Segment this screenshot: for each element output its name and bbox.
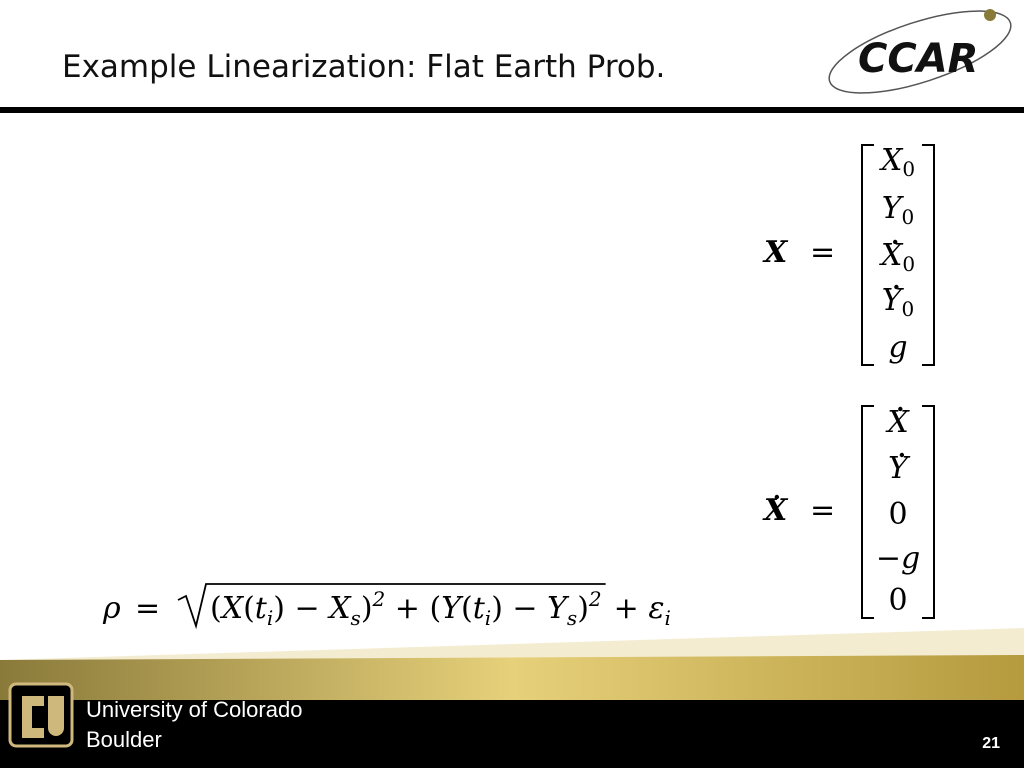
math-token: g [888,330,907,365]
math-run: X [879,238,904,273]
radical-sign [177,583,606,630]
math-run: + [614,591,649,626]
math-token: ) [577,591,589,626]
math-run: t [473,591,486,626]
footer-accent [0,628,1024,665]
cu-logo-mark [22,696,64,738]
math-run: ) − [491,591,547,626]
matrix-entry: Y0 [882,283,915,321]
math-token: + (Y(t [385,591,485,626]
math-run: ) − [273,591,329,626]
math-run: ( [461,591,473,626]
math-token: ) [361,591,373,626]
matrix-entry: −g [876,541,920,576]
logo-satellite [984,9,996,21]
math-run: ) [361,591,373,626]
math-run: ( [243,591,255,626]
bracket-right [922,405,935,619]
equals: = [135,591,160,626]
logo-text: CCAR [858,36,978,82]
math-run: − [876,541,901,576]
campus: Boulder [86,727,162,752]
math-run: g [888,330,907,365]
math-run: X [885,405,910,440]
subscript: 0 [902,157,915,181]
math-run: Y [547,591,570,626]
equals: = [810,235,835,270]
math-run: Y [882,283,905,318]
lhs: X [762,235,789,270]
math-token: + ε [614,591,665,626]
dot-accent [892,239,898,245]
institution: University of Colorado [86,697,302,722]
math-run: X [327,591,352,626]
math-run: g [901,541,920,576]
math-token: X [879,238,904,273]
subscript: 0 [902,205,915,229]
math-run: + ( [385,591,441,626]
subscript: i [664,606,670,630]
equals: = [810,493,835,528]
math-run: X [879,143,904,178]
matrix-entry: X0 [879,143,915,181]
slide-title: Example Linearization: Flat Earth Prob. [62,49,665,85]
matrix-entry: X0 [879,238,915,276]
math-token: −g [876,541,920,576]
bracket-left [861,405,874,619]
math-run: t [255,591,268,626]
math-run: 0 [888,497,907,532]
bracket-right [922,144,935,366]
matrix-entry: g [888,330,907,365]
math-run: ) [577,591,589,626]
subscript: s [351,606,361,630]
math-run: Y [441,591,464,626]
ccar-logo: CCAR [828,9,1012,94]
dot-accent [898,406,903,412]
subscript: s [567,606,577,630]
matrix-entry: 0 [888,583,907,618]
footer-bar [0,700,1024,768]
math-run: ε [648,591,664,626]
dot-accent [894,284,899,290]
math-run: X [220,591,245,626]
matrix-entry: Y0 [882,191,915,229]
lhs: ρ [102,591,121,626]
matrix-entry: X [885,405,910,440]
math-token: Y [882,191,905,226]
dot-accent [899,452,905,458]
superscript: 2 [588,587,602,611]
subscript: i [485,606,491,630]
footer-band [0,655,1024,705]
subscript: 0 [902,252,915,276]
subscript: i [267,606,273,630]
math-token: X [885,405,910,440]
math-sequence: (X(ti) − Xs)2 + (Y(ti) − Ys)2 [210,587,602,630]
bracket-left [861,144,874,366]
math-run: Y [882,191,905,226]
subscript: 0 [902,297,915,321]
math-run: Y [888,451,911,486]
math-sequence: + εi [614,591,671,630]
math-token: Y [888,451,911,486]
title-rule [0,107,1024,113]
dot-accent [774,494,780,500]
math-token: ) − Y [491,591,570,626]
logo-orbit [828,10,1012,94]
lhs: X [762,493,789,528]
page-number: 21 [982,735,1000,752]
math-token: X [879,143,904,178]
math-run: 0 [888,583,907,618]
math-token: 0 [888,583,907,618]
matrix-entry: Y [888,451,911,486]
math-token: (X(t [210,591,268,626]
math-token: Y [882,283,905,318]
math-token: 0 [888,497,907,532]
cu-logo [8,682,74,748]
superscript: 2 [372,587,386,611]
math-token: ) − X [273,591,352,626]
matrix-entry: 0 [888,497,907,532]
math-run: ( [210,591,222,626]
